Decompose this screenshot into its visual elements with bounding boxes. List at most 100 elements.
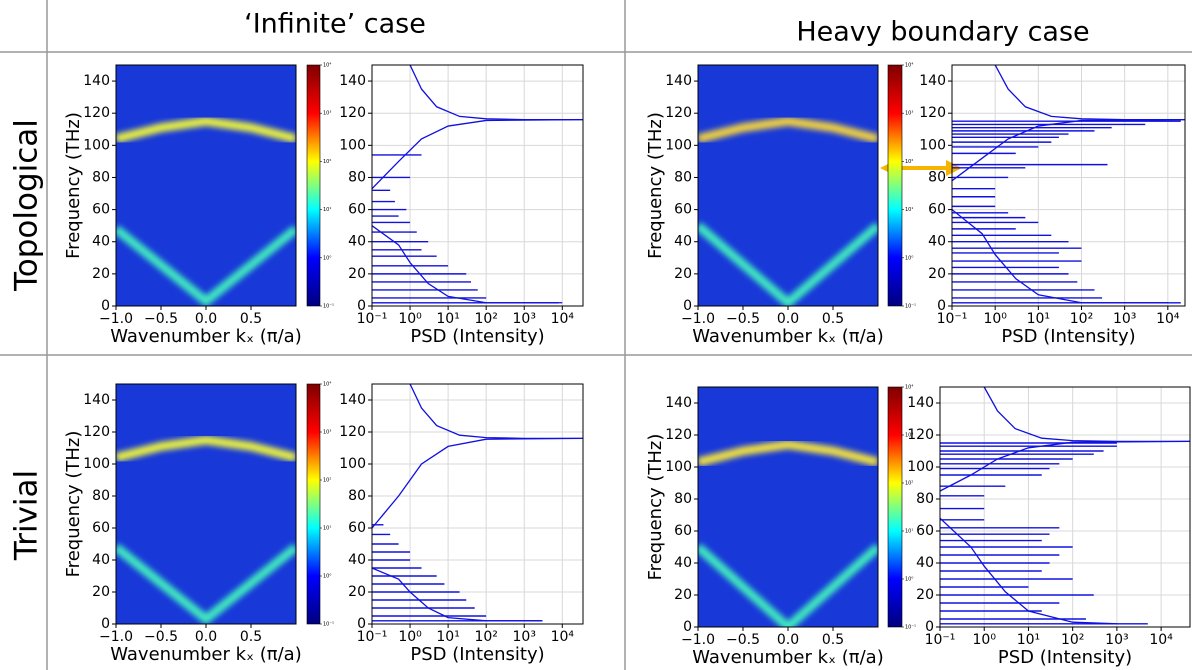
x-tick-label: −0.5: [726, 311, 760, 327]
y-tick-label: 120: [339, 424, 366, 440]
heatmap-background: [698, 387, 878, 627]
y-tick-label: 0: [357, 298, 366, 314]
x-tick-label: 0.5: [822, 632, 844, 648]
colorbar-tick-label: 10²: [323, 478, 331, 484]
column-header: Heavy boundary case: [796, 17, 1089, 48]
y-tick-label: 60: [92, 202, 110, 218]
y-tick-label: 40: [916, 555, 934, 571]
plot-area: [116, 384, 296, 624]
axes-frame: [939, 386, 1191, 628]
y-tick-label: 40: [348, 234, 366, 250]
colorbar-tick-label: 10⁻¹: [905, 625, 916, 631]
x-tick-label: 10¹: [436, 629, 459, 645]
y-tick-label: 60: [674, 523, 692, 539]
x-tick-label: 10³: [1113, 311, 1136, 327]
y-tick-label: 100: [665, 459, 692, 475]
y-tick-label: 20: [92, 266, 110, 282]
y-tick-label: 20: [674, 587, 692, 603]
axes-frame: [371, 383, 584, 625]
psd-line: [372, 118, 583, 190]
colorbar-tick-label: 10¹: [323, 207, 331, 213]
x-tick-label: −0.5: [144, 629, 178, 645]
colorbar-tick-label: 10²: [323, 159, 331, 165]
y-tick-label: 140: [907, 395, 934, 411]
y-tick-label: 40: [928, 234, 946, 250]
x-axis-label: PSD (Intensity): [410, 326, 544, 347]
y-tick-label: 120: [907, 427, 934, 443]
y-tick-label: 140: [339, 392, 366, 408]
x-axis-label: PSD (Intensity): [1001, 326, 1135, 347]
colorbar-tick-label: 10³: [905, 433, 913, 439]
y-tick-label: 60: [674, 202, 692, 218]
y-tick-label: 100: [83, 137, 110, 153]
x-tick-label: 10¹: [436, 311, 459, 327]
plot-area: [116, 65, 296, 306]
y-tick-label: 0: [925, 619, 934, 635]
y-tick-label: 80: [92, 488, 110, 504]
psd-line: [940, 440, 1190, 492]
x-axis-label: Wavenumber kₓ (π/a): [692, 647, 884, 668]
psd-line: [994, 65, 1185, 121]
y-tick-label: 100: [919, 137, 946, 153]
colorbar-tick-label: 10¹: [905, 207, 913, 213]
x-tick-label: 10³: [513, 629, 536, 645]
x-tick-label: 0.0: [195, 311, 217, 327]
y-tick-label: 40: [348, 552, 366, 568]
colorbar-tick-label: 10³: [323, 111, 331, 117]
heatmap-ridge: [116, 116, 296, 144]
colorbar-tick-label: 10⁻¹: [323, 622, 334, 628]
y-tick-label: 20: [916, 587, 934, 603]
x-tick-label: −1.0: [681, 311, 715, 327]
x-tick-label: 10⁻¹: [937, 311, 968, 327]
x-tick-label: 10²: [474, 629, 497, 645]
x-tick-label: 10⁰: [398, 629, 422, 645]
y-tick-label: 0: [101, 616, 110, 632]
y-tick-label: 100: [83, 456, 110, 472]
y-tick-label: 60: [348, 520, 366, 536]
y-axis-label: Frequency (THz): [645, 112, 666, 259]
y-tick-label: 0: [683, 298, 692, 314]
y-tick-label: 0: [101, 298, 110, 314]
x-tick-label: 10²: [474, 311, 497, 327]
y-tick-label: 60: [928, 202, 946, 218]
colorbar: [306, 64, 321, 307]
psd-line: [372, 567, 543, 622]
psd-line: [409, 384, 583, 440]
y-tick-label: 0: [357, 616, 366, 632]
y-tick-label: 80: [916, 491, 934, 507]
y-tick-label: 100: [339, 137, 366, 153]
y-tick-label: 40: [674, 234, 692, 250]
colorbar-tick-label: 10²: [905, 159, 913, 165]
x-tick-label: 10¹: [1027, 311, 1050, 327]
psd-line: [940, 517, 1117, 625]
plot-area: [698, 387, 878, 627]
colorbar-tick-label: 10⁴: [905, 385, 913, 391]
y-tick-label: 40: [92, 552, 110, 568]
y-tick-label: 120: [83, 105, 110, 121]
x-tick-label: 10⁻¹: [357, 311, 388, 327]
colorbar-tick-label: 10²: [905, 481, 913, 487]
y-axis-label: Frequency (THz): [645, 434, 666, 581]
y-tick-label: 80: [348, 169, 366, 185]
colorbar-tick-label: 10³: [905, 111, 913, 117]
x-axis-label: PSD (Intensity): [998, 647, 1132, 668]
y-tick-label: 80: [928, 169, 946, 185]
y-tick-label: 80: [92, 169, 110, 185]
colorbar-tick-label: 10⁴: [323, 382, 331, 388]
psd-line: [409, 65, 583, 121]
colorbar-tick-label: 10⁻¹: [323, 304, 334, 310]
heatmap-background: [116, 384, 296, 624]
y-tick-label: 40: [92, 234, 110, 250]
y-tick-label: 20: [348, 584, 366, 600]
x-tick-label: 10²: [1061, 632, 1084, 648]
y-tick-label: 120: [665, 105, 692, 121]
colorbar-tick-label: 10¹: [905, 529, 913, 535]
y-tick-label: 0: [683, 619, 692, 635]
colorbar-tick-label: 10³: [323, 430, 331, 436]
colorbar-tick-label: 10¹: [323, 526, 331, 532]
x-tick-label: −0.5: [144, 311, 178, 327]
colorbar-tick-label: 10⁴: [323, 63, 331, 69]
plot-area: [952, 65, 1185, 306]
y-tick-label: 100: [339, 456, 366, 472]
